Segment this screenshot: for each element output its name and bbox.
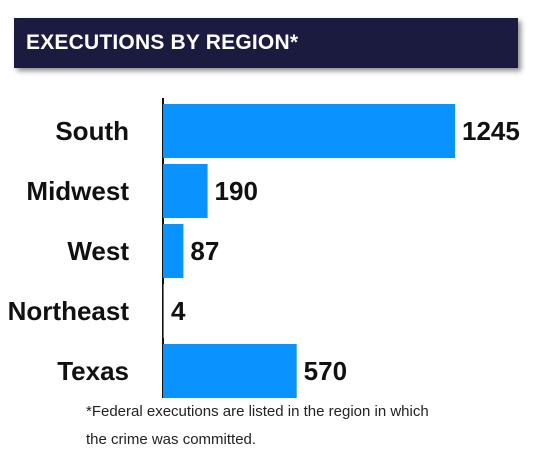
bar-northeast [163, 284, 164, 338]
bar-west [163, 224, 184, 278]
bar-midwest [163, 164, 208, 218]
value-label-midwest: 190 [215, 176, 258, 206]
category-label-midwest: Midwest [26, 176, 129, 206]
bar-south [163, 104, 455, 158]
category-label-northeast: Northeast [8, 296, 130, 326]
title-banner: EXECUTIONS BY REGION* [14, 18, 518, 68]
value-label-northeast: 4 [171, 296, 186, 326]
category-label-west: West [67, 236, 129, 266]
value-label-texas: 570 [304, 356, 347, 386]
category-label-texas: Texas [57, 356, 129, 386]
value-label-south: 1245 [462, 116, 520, 146]
bar-texas [163, 344, 297, 398]
value-label-west: 87 [190, 236, 219, 266]
category-label-south: South [55, 116, 129, 146]
footnote: *Federal executions are listed in the re… [86, 403, 429, 448]
chart-title: EXECUTIONS BY REGION* [26, 31, 299, 54]
